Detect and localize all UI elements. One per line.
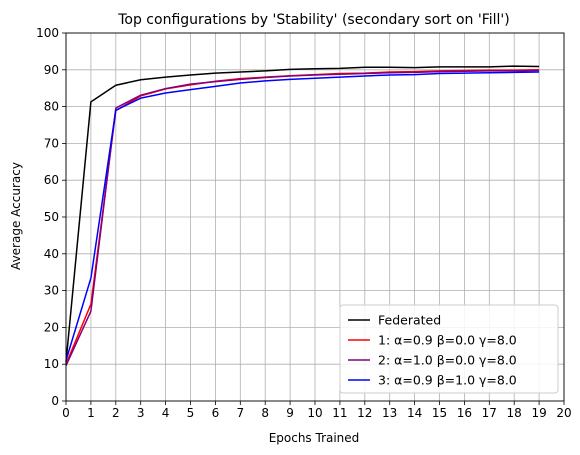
y-tick-label: 10	[44, 357, 59, 371]
x-tick-label: 9	[286, 406, 294, 420]
y-tick-label: 40	[44, 247, 59, 261]
legend-label-4: 3: α=0.9 β=1.0 γ=8.0	[378, 373, 517, 388]
y-tick-label: 60	[44, 173, 59, 187]
chart-title: Top configurations by 'Stability' (secon…	[117, 12, 510, 28]
x-tick-label: 10	[307, 406, 322, 420]
x-tick-label: 20	[556, 406, 571, 420]
x-tick-label: 12	[357, 406, 372, 420]
y-tick-label: 30	[44, 284, 59, 298]
legend: Federated 1: α=0.9 β=0.0 γ=8.0 2: α=1.0 β=…	[340, 305, 558, 393]
y-tick-label: 70	[44, 136, 59, 150]
x-tick-label: 8	[261, 406, 269, 420]
x-tick-label: 18	[507, 406, 522, 420]
x-tick-label: 6	[212, 406, 220, 420]
y-axis-ticks: 0 10 20 30 40 50 60 70 80 90 100	[36, 26, 66, 408]
x-tick-label: 5	[187, 406, 195, 420]
x-tick-label: 19	[531, 406, 546, 420]
x-tick-label: 3	[137, 406, 145, 420]
x-tick-label: 2	[112, 406, 120, 420]
x-tick-label: 7	[236, 406, 244, 420]
y-tick-label: 50	[44, 210, 59, 224]
x-tick-label: 11	[332, 406, 347, 420]
x-tick-label: 17	[482, 406, 497, 420]
y-tick-label: 20	[44, 320, 59, 334]
x-tick-label: 15	[432, 406, 447, 420]
y-tick-label: 0	[51, 394, 59, 408]
x-tick-label: 13	[382, 406, 397, 420]
legend-label-1: Federated	[378, 313, 441, 328]
legend-label-3: 2: α=1.0 β=0.0 γ=8.0	[378, 353, 517, 368]
x-tick-label: 14	[407, 406, 422, 420]
x-tick-label: 0	[62, 406, 70, 420]
x-tick-label: 1	[87, 406, 95, 420]
x-tick-label: 16	[457, 406, 472, 420]
y-tick-label: 90	[44, 63, 59, 77]
legend-label-2: 1: α=0.9 β=0.0 γ=8.0	[378, 333, 517, 348]
y-tick-label: 80	[44, 100, 59, 114]
y-axis-label: Average Accuracy	[9, 162, 23, 270]
x-tick-label: 4	[162, 406, 170, 420]
x-axis-label: Epochs Trained	[269, 431, 360, 445]
y-tick-label: 100	[36, 26, 59, 40]
x-axis-ticks: 0 1 2 3 4 5 6 7 8 9 10 11 12 13 14 15 16 17 18 19 20	[62, 401, 571, 420]
